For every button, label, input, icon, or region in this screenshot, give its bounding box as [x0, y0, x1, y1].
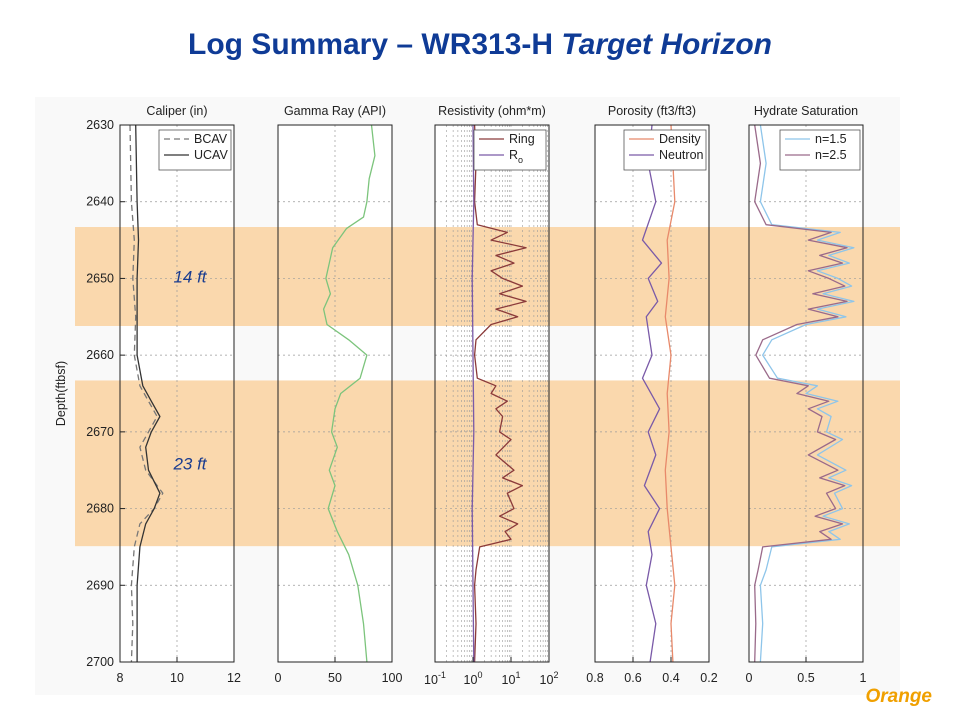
log-curve-5-1 — [759, 124, 855, 663]
y-tick-label: 2700 — [86, 655, 114, 669]
track-4: Porosity (ft3/ft3) 0.8 0.6 0.4 0.2 Density Neu… — [586, 104, 717, 685]
legend-label: Density — [659, 132, 701, 146]
x-tick-label: 0.5 — [797, 671, 814, 685]
track-frame — [434, 124, 550, 663]
track-title: Caliper (in) — [146, 104, 207, 118]
y-tick-label: 2690 — [86, 578, 114, 592]
legend-label: Neutron — [659, 148, 704, 162]
x-tick-label: 0.8 — [586, 671, 603, 685]
log-curve-4-2 — [641, 124, 663, 663]
x-tick-label: 0.6 — [624, 671, 641, 685]
y-tick-label: 2670 — [86, 425, 114, 439]
y-tick-label: 2660 — [86, 348, 114, 362]
legend-box — [623, 129, 707, 171]
x-tick-label: 50 — [328, 671, 342, 685]
log-curve-5-2 — [754, 124, 848, 663]
log-curve-2-1 — [322, 124, 376, 663]
legend-box — [779, 129, 861, 171]
legend-label: n=2.5 — [815, 148, 847, 162]
log-curve-4-1 — [664, 124, 676, 663]
x-tick-label: 12 — [227, 671, 241, 685]
x-tick-label: 0.2 — [700, 671, 717, 685]
log-curve-1-1 — [129, 124, 164, 663]
log-curve-3-2 — [471, 124, 475, 663]
track-2: Gamma Ray (API) 0 50 100 — [275, 104, 403, 685]
log-curve-3-1 — [473, 124, 527, 663]
legend-box — [473, 129, 547, 171]
zone-band — [75, 227, 900, 326]
x-tick-label: 101 — [502, 670, 521, 687]
title-italic: Target Horizon — [561, 28, 772, 61]
x-tick-label: 8 — [117, 671, 124, 685]
legend-label: n=1.5 — [815, 132, 847, 146]
x-tick-label: 0 — [275, 671, 282, 685]
track-title: Hydrate Saturation — [754, 104, 858, 118]
x-tick-label: 10-1 — [424, 670, 446, 687]
footer-label: Orange — [865, 686, 932, 707]
x-tick-label: 100 — [464, 670, 483, 687]
y-axis-label: Depth(ftbsf) — [54, 361, 68, 426]
y-tick-label: 2640 — [86, 195, 114, 209]
x-tick-label: 10 — [170, 671, 184, 685]
legend-label: Ring — [509, 132, 535, 146]
zone-thickness-label: 14 ft — [173, 268, 207, 287]
legend-label: BCAV — [194, 132, 228, 146]
x-tick-label: 0 — [746, 671, 753, 685]
x-tick-label: 100 — [382, 671, 403, 685]
x-tick-label: 102 — [540, 670, 559, 687]
track-1: Caliper (in) 8 10 12 BCAV UCAV — [117, 104, 241, 685]
track-3: Resistivity (ohm*m) 10-1 100 101 102 Ring Ro — [424, 104, 558, 687]
y-tick-label: 2650 — [86, 271, 114, 285]
well-log-figure: Caliper (in) 8 10 12 BCAV UCAV Gamma Ray (API)… — [35, 97, 900, 695]
log-curve-1-2 — [135, 124, 161, 662]
y-tick-label: 2630 — [86, 118, 114, 132]
title-main: Log Summary – WR313-H — [188, 28, 562, 61]
zone-band — [75, 380, 900, 547]
page-title: Log Summary – WR313-H Target Horizon — [0, 28, 960, 62]
track-title: Resistivity (ohm*m) — [438, 104, 546, 118]
y-tick-label: 2680 — [86, 502, 114, 516]
legend-label: Ro — [509, 148, 523, 165]
zone-thickness-label: 23 ft — [172, 454, 207, 473]
x-tick-label: 1 — [860, 671, 867, 685]
track-5: Hydrate Saturation 0 0.5 1 n=1.5 n=2.5 — [746, 104, 867, 685]
legend-label: UCAV — [194, 148, 228, 162]
legend-box — [158, 129, 232, 171]
track-title: Gamma Ray (API) — [284, 104, 386, 118]
x-tick-label: 0.4 — [662, 671, 679, 685]
track-frame — [594, 124, 710, 663]
track-title: Porosity (ft3/ft3) — [608, 104, 696, 118]
